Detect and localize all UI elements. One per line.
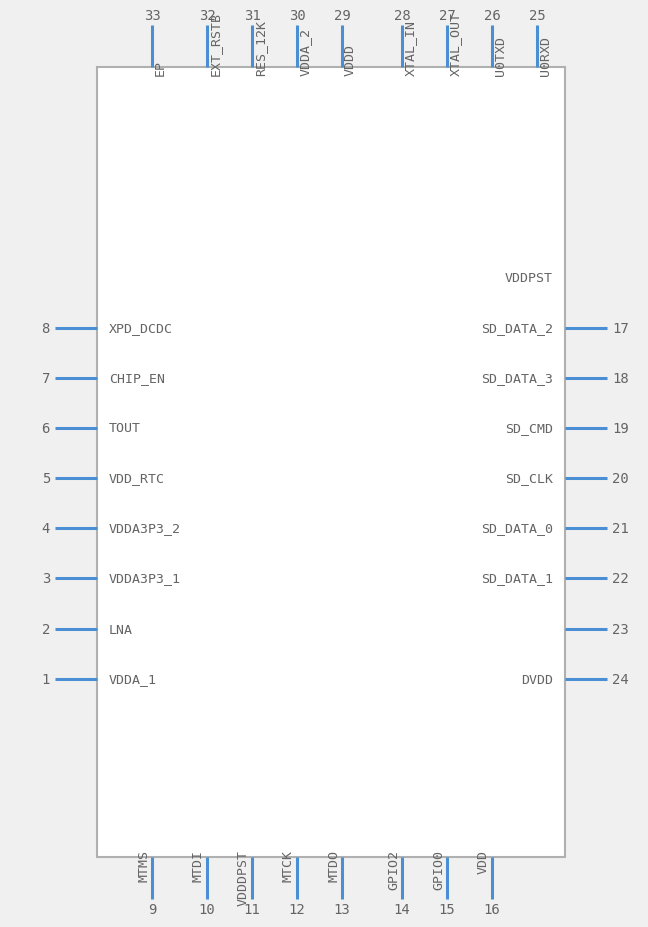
Text: DVDD: DVDD bbox=[521, 673, 553, 686]
Text: MTDI: MTDI bbox=[192, 849, 205, 881]
Text: 12: 12 bbox=[288, 902, 305, 916]
Text: VDDD: VDDD bbox=[344, 44, 357, 76]
Text: 21: 21 bbox=[612, 521, 629, 536]
Text: 24: 24 bbox=[612, 672, 629, 686]
Text: MTCK: MTCK bbox=[282, 849, 295, 881]
Text: SD_CMD: SD_CMD bbox=[505, 422, 553, 435]
Text: 16: 16 bbox=[483, 902, 500, 916]
Text: CHIP_EN: CHIP_EN bbox=[109, 372, 165, 385]
Text: 28: 28 bbox=[393, 9, 410, 23]
Text: 29: 29 bbox=[334, 9, 351, 23]
Text: VDDA_2: VDDA_2 bbox=[299, 28, 312, 76]
Text: 23: 23 bbox=[612, 622, 629, 636]
Text: 33: 33 bbox=[144, 9, 160, 23]
Bar bbox=[97, 68, 565, 857]
Text: U0TXD: U0TXD bbox=[494, 36, 507, 76]
Text: 26: 26 bbox=[483, 9, 500, 23]
Text: 5: 5 bbox=[41, 472, 50, 486]
Text: SD_CLK: SD_CLK bbox=[505, 472, 553, 485]
Text: 31: 31 bbox=[244, 9, 260, 23]
Text: 11: 11 bbox=[244, 902, 260, 916]
Text: RES_12K: RES_12K bbox=[254, 20, 267, 76]
Text: 13: 13 bbox=[334, 902, 351, 916]
Text: 7: 7 bbox=[41, 372, 50, 386]
Text: 2: 2 bbox=[41, 622, 50, 636]
Text: EP: EP bbox=[154, 60, 167, 76]
Text: 25: 25 bbox=[529, 9, 546, 23]
Text: 15: 15 bbox=[439, 902, 456, 916]
Text: 32: 32 bbox=[199, 9, 215, 23]
Text: 4: 4 bbox=[41, 521, 50, 536]
Text: 10: 10 bbox=[199, 902, 215, 916]
Text: SD_DATA_2: SD_DATA_2 bbox=[481, 323, 553, 336]
Text: 9: 9 bbox=[148, 902, 156, 916]
Text: EXT_RSTB: EXT_RSTB bbox=[209, 12, 222, 76]
Text: MTMS: MTMS bbox=[137, 849, 150, 881]
Text: GPIO2: GPIO2 bbox=[387, 849, 400, 889]
Text: 17: 17 bbox=[612, 322, 629, 336]
Text: 3: 3 bbox=[41, 571, 50, 585]
Text: VDDA3P3_2: VDDA3P3_2 bbox=[109, 522, 181, 535]
Text: 14: 14 bbox=[393, 902, 410, 916]
Text: XTAL_OUT: XTAL_OUT bbox=[449, 12, 462, 76]
Text: VDDDPST: VDDDPST bbox=[237, 849, 250, 905]
Text: GPIO0: GPIO0 bbox=[432, 849, 445, 889]
Text: SD_DATA_0: SD_DATA_0 bbox=[481, 522, 553, 535]
Text: VDDA_1: VDDA_1 bbox=[109, 673, 157, 686]
Text: 1: 1 bbox=[41, 672, 50, 686]
Text: 30: 30 bbox=[288, 9, 305, 23]
Text: 20: 20 bbox=[612, 472, 629, 486]
Text: VDDPST: VDDPST bbox=[505, 273, 553, 286]
Text: XPD_DCDC: XPD_DCDC bbox=[109, 323, 173, 336]
Text: 6: 6 bbox=[41, 422, 50, 436]
Text: VDD: VDD bbox=[477, 849, 490, 873]
Text: SD_DATA_3: SD_DATA_3 bbox=[481, 372, 553, 385]
Text: XTAL_IN: XTAL_IN bbox=[404, 20, 417, 76]
Text: VDDA3P3_1: VDDA3P3_1 bbox=[109, 572, 181, 585]
Text: VDD_RTC: VDD_RTC bbox=[109, 472, 165, 485]
Text: LNA: LNA bbox=[109, 623, 133, 636]
Text: 22: 22 bbox=[612, 571, 629, 585]
Text: TOUT: TOUT bbox=[109, 422, 141, 435]
Text: 19: 19 bbox=[612, 422, 629, 436]
Text: U0RXD: U0RXD bbox=[539, 36, 552, 76]
Text: 27: 27 bbox=[439, 9, 456, 23]
Text: MTDO: MTDO bbox=[327, 849, 340, 881]
Text: 8: 8 bbox=[41, 322, 50, 336]
Text: 18: 18 bbox=[612, 372, 629, 386]
Text: SD_DATA_1: SD_DATA_1 bbox=[481, 572, 553, 585]
